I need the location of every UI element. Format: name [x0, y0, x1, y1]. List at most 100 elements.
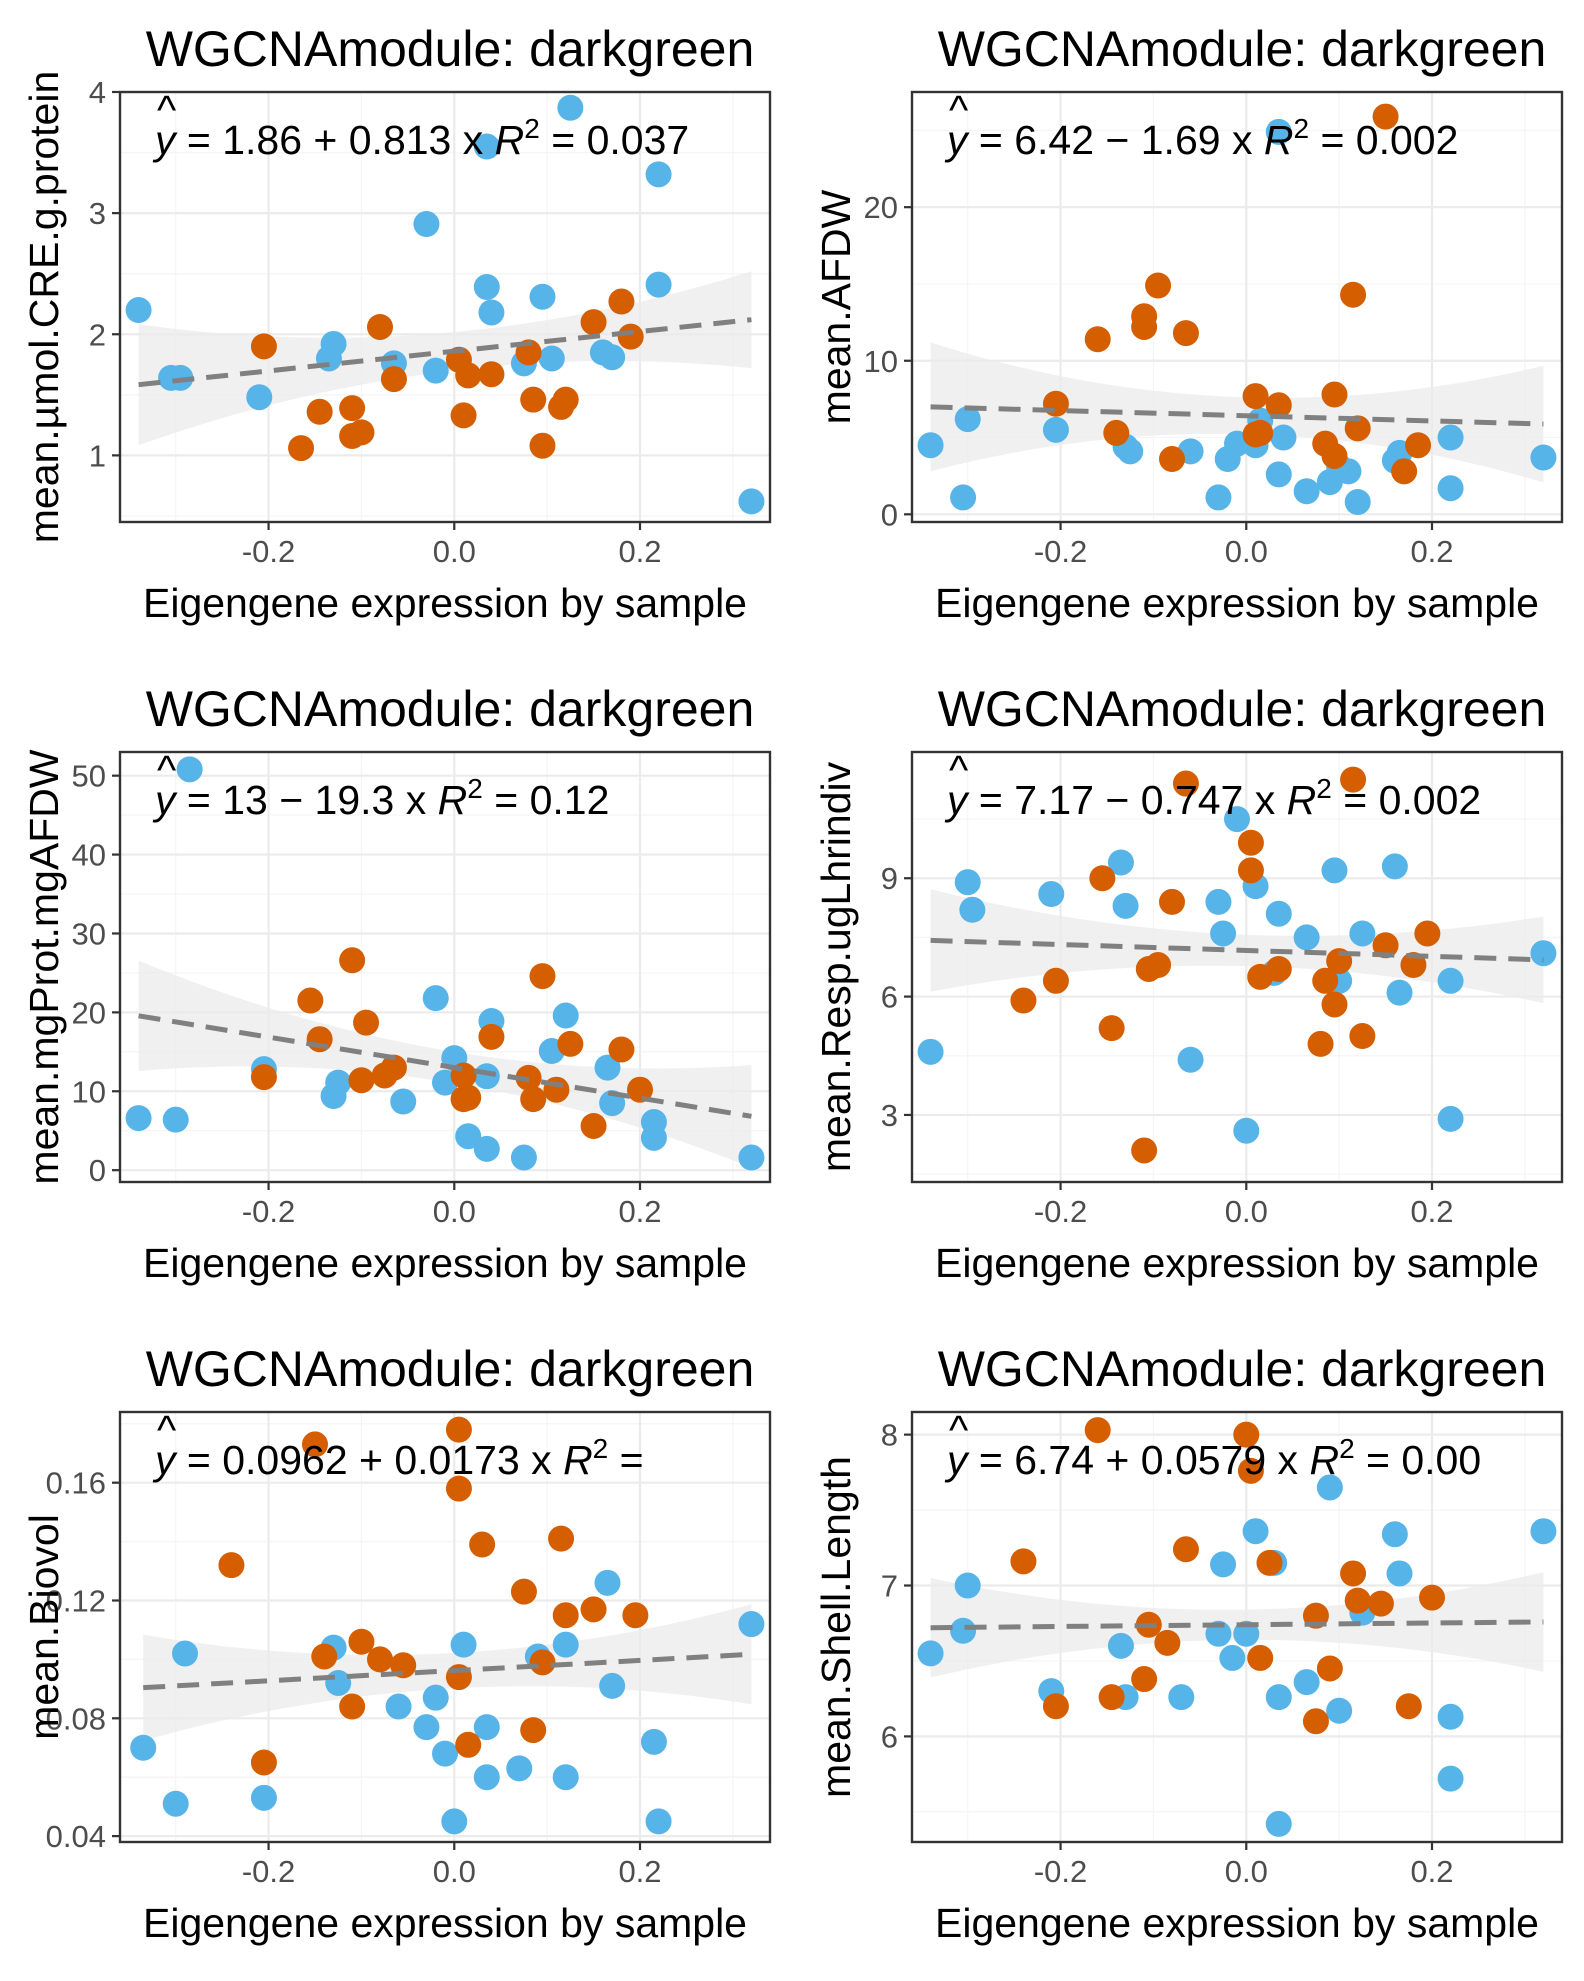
- equation-hat: ^: [157, 87, 177, 133]
- x-tick-label: -0.2: [242, 1194, 295, 1229]
- data-point: [1293, 478, 1320, 505]
- data-point: [640, 1124, 667, 1151]
- plot-layer: y = 6.42 − 1.69 x R2 = 0.002^: [917, 87, 1557, 516]
- data-point: [297, 987, 324, 1014]
- x-tick-label: -0.2: [1034, 1854, 1087, 1889]
- data-point: [473, 1135, 500, 1162]
- y-tick-label: 0: [881, 497, 898, 532]
- data-point: [529, 432, 556, 459]
- data-point: [1242, 1518, 1269, 1545]
- data-point: [1010, 987, 1037, 1014]
- data-point: [1112, 892, 1139, 919]
- series-2: [250, 288, 644, 462]
- data-point: [176, 756, 203, 783]
- data-point: [548, 1525, 575, 1552]
- data-point: [520, 1717, 547, 1744]
- equation-hat: ^: [157, 747, 177, 793]
- data-point: [1270, 424, 1297, 451]
- data-point: [1242, 383, 1269, 410]
- x-axis-title: Eigengene expression by sample: [935, 1900, 1539, 1946]
- equation-r2-label: R: [1264, 117, 1294, 163]
- equation-yhat: y: [152, 777, 178, 823]
- chart-panel-2: y = 6.42 − 1.69 x R2 = 0.002 ^ -0.2 0.0 0.2 0…: [792, 0, 1584, 660]
- equation-gap: [1298, 1437, 1309, 1483]
- data-point: [738, 1144, 765, 1171]
- y-tick-label: 0.08: [46, 1701, 106, 1736]
- chart-title: WGCNAmodule: darkgreen: [938, 21, 1547, 77]
- data-point: [1159, 888, 1185, 915]
- data-point: [162, 1106, 189, 1133]
- data-point: [529, 283, 556, 310]
- data-point: [478, 1023, 505, 1050]
- data-point: [917, 1640, 944, 1667]
- data-point: [1172, 770, 1199, 797]
- y-tick-label: 0.04: [46, 1819, 106, 1854]
- regression-line: [138, 1013, 752, 1119]
- data-point: [1367, 1590, 1394, 1617]
- data-point: [1372, 932, 1399, 959]
- regression-line: [930, 404, 1544, 427]
- equation-r2-value: = 0.002: [1309, 117, 1458, 163]
- equation-yhat: y: [944, 777, 970, 823]
- data-point: [1265, 1810, 1292, 1837]
- data-point: [1349, 1023, 1376, 1050]
- data-point: [1302, 1708, 1329, 1735]
- data-point: [302, 1431, 328, 1458]
- equation-rhs: = 7.17 − 0.747 x: [968, 777, 1276, 823]
- y-tick-label: 4: [89, 75, 106, 110]
- confidence-band: [930, 889, 1544, 1004]
- chart-panel-4: y = 7.17 − 0.747 x R2 = 0.002 ^ -0.2 0.0 0.2…: [792, 660, 1584, 1320]
- data-point: [1293, 924, 1320, 951]
- data-point: [1414, 920, 1441, 947]
- data-point: [738, 488, 765, 515]
- equation-hat: ^: [949, 87, 969, 133]
- plot-layer: y = 13 − 19.3 x R2 = 0.12^: [125, 747, 765, 1171]
- y-tick-label: 6: [881, 1719, 898, 1754]
- x-tick-label: 0.2: [1410, 1854, 1453, 1889]
- chart-svg: y = 1.86 + 0.813 x R2 = 0.037^-0.2 0.0 0.2…: [21, 21, 772, 626]
- x-tick-label: 0.0: [433, 1854, 476, 1889]
- chart-panel-5: y = 0.0962 + 0.0173 x R2 = ^ -0.2 0.0 0.2 0.0…: [0, 1320, 792, 1980]
- data-point: [1312, 967, 1339, 994]
- equation-r2-exponent: 2: [593, 1433, 609, 1464]
- data-point: [1042, 967, 1069, 994]
- data-point: [520, 1086, 547, 1113]
- equation-rhs: = 0.0962 + 0.0173 x: [176, 1437, 553, 1483]
- data-point: [1177, 1046, 1204, 1073]
- data-point: [1131, 303, 1158, 330]
- data-point: [1391, 458, 1418, 485]
- plot-frame: [118, 1410, 772, 1844]
- data-point: [954, 1572, 981, 1599]
- equation-yhat: y: [944, 1437, 970, 1483]
- x-tick-label: -0.2: [1034, 1194, 1087, 1229]
- series-2: [1010, 766, 1441, 1164]
- data-point: [367, 1646, 393, 1673]
- y-axis-title: mean.µmol.CRE.g.protein: [21, 71, 67, 544]
- data-point: [959, 896, 986, 923]
- data-point: [455, 1084, 482, 1111]
- equation-rhs: = 13 − 19.3 x: [176, 777, 427, 823]
- data-point: [608, 1036, 635, 1063]
- chart-svg: y = 6.74 + 0.0579 x R2 = 0.00^-0.2 0.0 0.2…: [813, 1341, 1564, 1946]
- x-tick-label: 0.2: [1410, 1194, 1453, 1229]
- data-point: [1084, 1417, 1111, 1444]
- data-point: [608, 288, 635, 315]
- regression-equation: y = 6.74 + 0.0579 x R2 = 0.00: [944, 1433, 1481, 1483]
- equation-yhat: y: [152, 1437, 178, 1483]
- data-point: [645, 271, 672, 298]
- y-tick-label: 9: [881, 861, 898, 896]
- equation-r2-exponent: 2: [1316, 773, 1332, 804]
- data-point: [1038, 881, 1065, 908]
- data-point: [1089, 865, 1116, 892]
- data-point: [917, 432, 944, 459]
- data-point: [622, 1602, 649, 1629]
- y-tick-label: 30: [72, 916, 106, 951]
- data-point: [1437, 1765, 1464, 1792]
- data-point: [1131, 1137, 1158, 1164]
- data-point: [1247, 1644, 1274, 1671]
- data-point: [450, 1631, 477, 1658]
- data-point: [1307, 1030, 1334, 1057]
- equation-r2-label: R: [563, 1437, 593, 1483]
- x-tick-label: 0.2: [618, 534, 661, 569]
- data-point: [552, 1002, 579, 1029]
